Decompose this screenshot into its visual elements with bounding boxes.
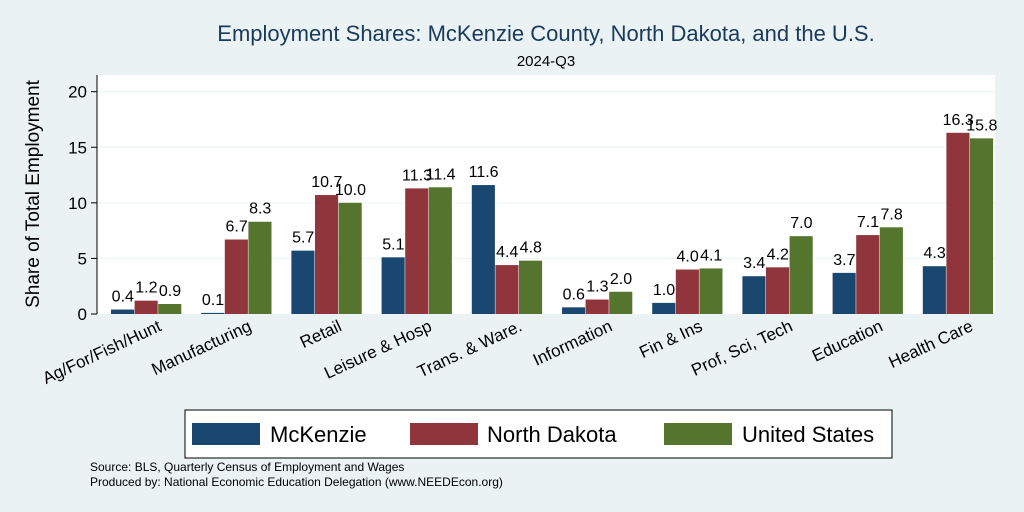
data-label: 4.1 [700,247,722,264]
data-label: 6.7 [225,219,247,236]
data-label: 8.3 [249,201,271,218]
bars [111,132,994,314]
y-tick-label: 10 [68,194,87,213]
data-label: 7.8 [880,206,902,223]
bar [946,132,970,314]
data-label: 10.7 [311,174,342,191]
bar [562,307,586,314]
legend: McKenzie North Dakota United States [184,409,893,459]
legend-swatch-united-states [664,423,732,445]
bar [315,195,339,314]
bar [495,265,519,314]
bar [158,303,182,314]
data-label: 4.4 [496,244,518,261]
y-axis-label: Share of Total Employment [23,79,44,307]
data-label: 0.6 [563,286,585,303]
data-label: 1.0 [653,282,675,299]
y-tick-label: 5 [78,249,87,268]
data-label: 3.7 [833,252,855,269]
data-label: 1.2 [135,280,157,297]
data-label: 0.1 [202,292,224,309]
bar [201,312,225,314]
bar [519,260,543,314]
bar [585,299,609,314]
data-label: 0.4 [112,289,134,306]
bar [381,257,405,314]
data-label: 1.3 [586,279,608,296]
bar [699,268,723,314]
data-label: 7.0 [790,215,812,232]
bar [922,266,946,314]
data-label: 11.4 [426,166,456,183]
data-labels: 0.41.2 0.9 0.1 6.78.3 5.7 10.710.0 5.1 11.311.4… [112,112,998,309]
data-label: 4.3 [923,245,945,262]
bar [338,202,362,314]
bar [405,188,429,314]
legend-label-united-states: United States [742,422,874,447]
bar [742,276,766,314]
bar [291,250,315,314]
bar [134,300,158,314]
data-label: 4.2 [767,246,789,263]
bar [970,138,994,314]
bar [428,187,452,314]
bar [856,235,880,314]
bar [224,239,248,314]
chart-subtitle: 2024-Q3 [517,53,575,70]
legend-swatch-north-dakota [410,423,478,445]
data-label: 4.8 [520,240,542,257]
bar [832,272,856,314]
legend-label-mckenzie: McKenzie [270,422,367,447]
bar [766,267,790,314]
bar [609,291,633,314]
bar [789,236,813,314]
data-label: 5.7 [292,230,314,247]
y-tick-label: 0 [78,305,87,324]
data-label: 7.1 [857,214,879,231]
bar [675,269,699,314]
produced-by-note: Produced by: National Economic Education… [90,475,503,489]
chart-title: Employment Shares: McKenzie County, Nort… [217,21,874,46]
data-label: 11.3 [402,167,432,184]
data-label: 11.6 [469,164,499,181]
data-label: 16.3 [943,112,974,129]
bar [652,302,676,314]
bar [471,185,495,314]
data-label: 10.0 [335,182,366,199]
data-label: 0.9 [159,283,181,300]
bar [248,221,272,314]
y-axis-ticks: 0 5 10 15 20 [68,83,97,324]
legend-label-north-dakota: North Dakota [487,422,617,447]
legend-swatch-mckenzie [192,423,260,445]
y-tick-label: 20 [68,83,87,102]
bar [111,309,135,314]
data-label: 4.0 [676,249,698,266]
source-note: Source: BLS, Quarterly Census of Employm… [90,460,404,474]
data-label: 2.0 [610,271,632,288]
bar [879,227,903,314]
data-label: 5.1 [382,236,404,253]
legend-box [184,409,893,459]
y-tick-label: 15 [68,138,87,157]
data-label: 3.4 [743,255,765,272]
data-label: 15.8 [966,117,997,134]
